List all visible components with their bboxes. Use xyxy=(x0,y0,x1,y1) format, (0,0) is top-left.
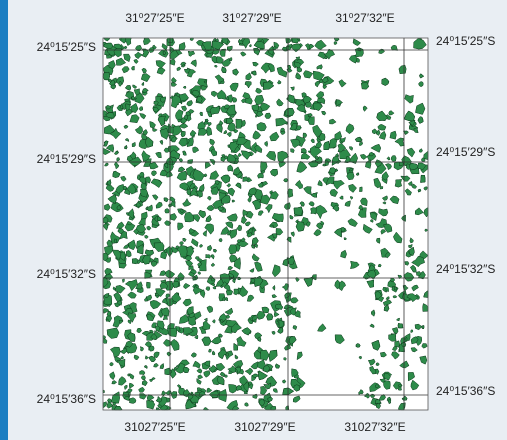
patch xyxy=(114,239,117,243)
patch xyxy=(252,104,259,110)
patch xyxy=(205,119,208,122)
patch xyxy=(206,254,211,258)
left-label: 24⁰15′25″S xyxy=(37,40,96,54)
patch xyxy=(271,406,276,410)
left-label: 24⁰15′36″S xyxy=(37,392,96,406)
patch xyxy=(103,72,110,80)
left-label: 24⁰15′32″S xyxy=(37,267,96,281)
patch xyxy=(422,326,424,329)
figure: 31⁰27′25″E 31⁰27′29″E 31⁰27′32″E 31027′25″E… xyxy=(0,0,507,440)
patch xyxy=(124,46,127,49)
bottom-label: 31027′32″E xyxy=(344,420,405,434)
patch xyxy=(395,179,402,187)
patch xyxy=(110,362,114,366)
patch xyxy=(103,218,108,224)
patch xyxy=(411,330,413,333)
patch xyxy=(257,122,267,131)
patch xyxy=(359,187,362,192)
right-label: 24⁰15′32″S xyxy=(436,262,495,276)
patch xyxy=(421,175,426,182)
patch xyxy=(292,38,299,43)
patch xyxy=(280,128,284,131)
patch xyxy=(405,262,409,266)
patch xyxy=(294,207,303,216)
right-label: 24⁰15′29″S xyxy=(436,145,495,159)
patch xyxy=(378,264,381,267)
patch xyxy=(236,119,242,128)
patch xyxy=(232,97,237,102)
patch xyxy=(334,42,337,45)
patch xyxy=(188,160,193,164)
patch xyxy=(273,234,278,239)
patch xyxy=(245,403,249,407)
patch xyxy=(424,187,427,191)
patch xyxy=(129,398,136,404)
patch xyxy=(165,209,169,214)
patch xyxy=(219,238,222,242)
bottom-label: 31027′25″E xyxy=(124,420,185,434)
patch xyxy=(251,279,255,283)
patch xyxy=(356,173,359,176)
bottom-label: 31027′29″E xyxy=(234,420,295,434)
patch xyxy=(204,81,207,83)
patch xyxy=(311,208,317,215)
patch xyxy=(180,242,184,245)
patch xyxy=(146,282,150,288)
patch xyxy=(214,249,217,252)
patch xyxy=(291,149,295,153)
top-label: 31⁰27′32″E xyxy=(335,11,394,25)
right-label: 24⁰15′25″S xyxy=(436,34,495,48)
patch xyxy=(209,349,212,352)
patch xyxy=(265,113,271,119)
patch xyxy=(229,245,237,254)
patch xyxy=(386,288,389,292)
patch xyxy=(391,156,396,162)
top-label: 31⁰27′29″E xyxy=(222,11,281,25)
patch xyxy=(395,341,400,348)
patch xyxy=(132,96,135,100)
patch xyxy=(249,44,251,47)
patch xyxy=(123,186,127,189)
left-label: 24⁰15′29″S xyxy=(37,152,96,166)
patch xyxy=(344,238,347,240)
right-label: 24⁰15′36″S xyxy=(436,384,495,398)
top-label: 31⁰27′25″E xyxy=(125,11,184,25)
patch xyxy=(375,400,380,404)
patch xyxy=(395,287,397,290)
patch xyxy=(163,52,166,55)
patch xyxy=(267,314,274,321)
patch xyxy=(252,245,255,248)
patch xyxy=(215,65,218,67)
map-figure: 31⁰27′25″E 31⁰27′29″E 31⁰27′32″E 31027′25″E… xyxy=(0,0,507,440)
side-bar xyxy=(0,0,8,440)
patch xyxy=(398,323,403,328)
patch xyxy=(356,344,360,348)
